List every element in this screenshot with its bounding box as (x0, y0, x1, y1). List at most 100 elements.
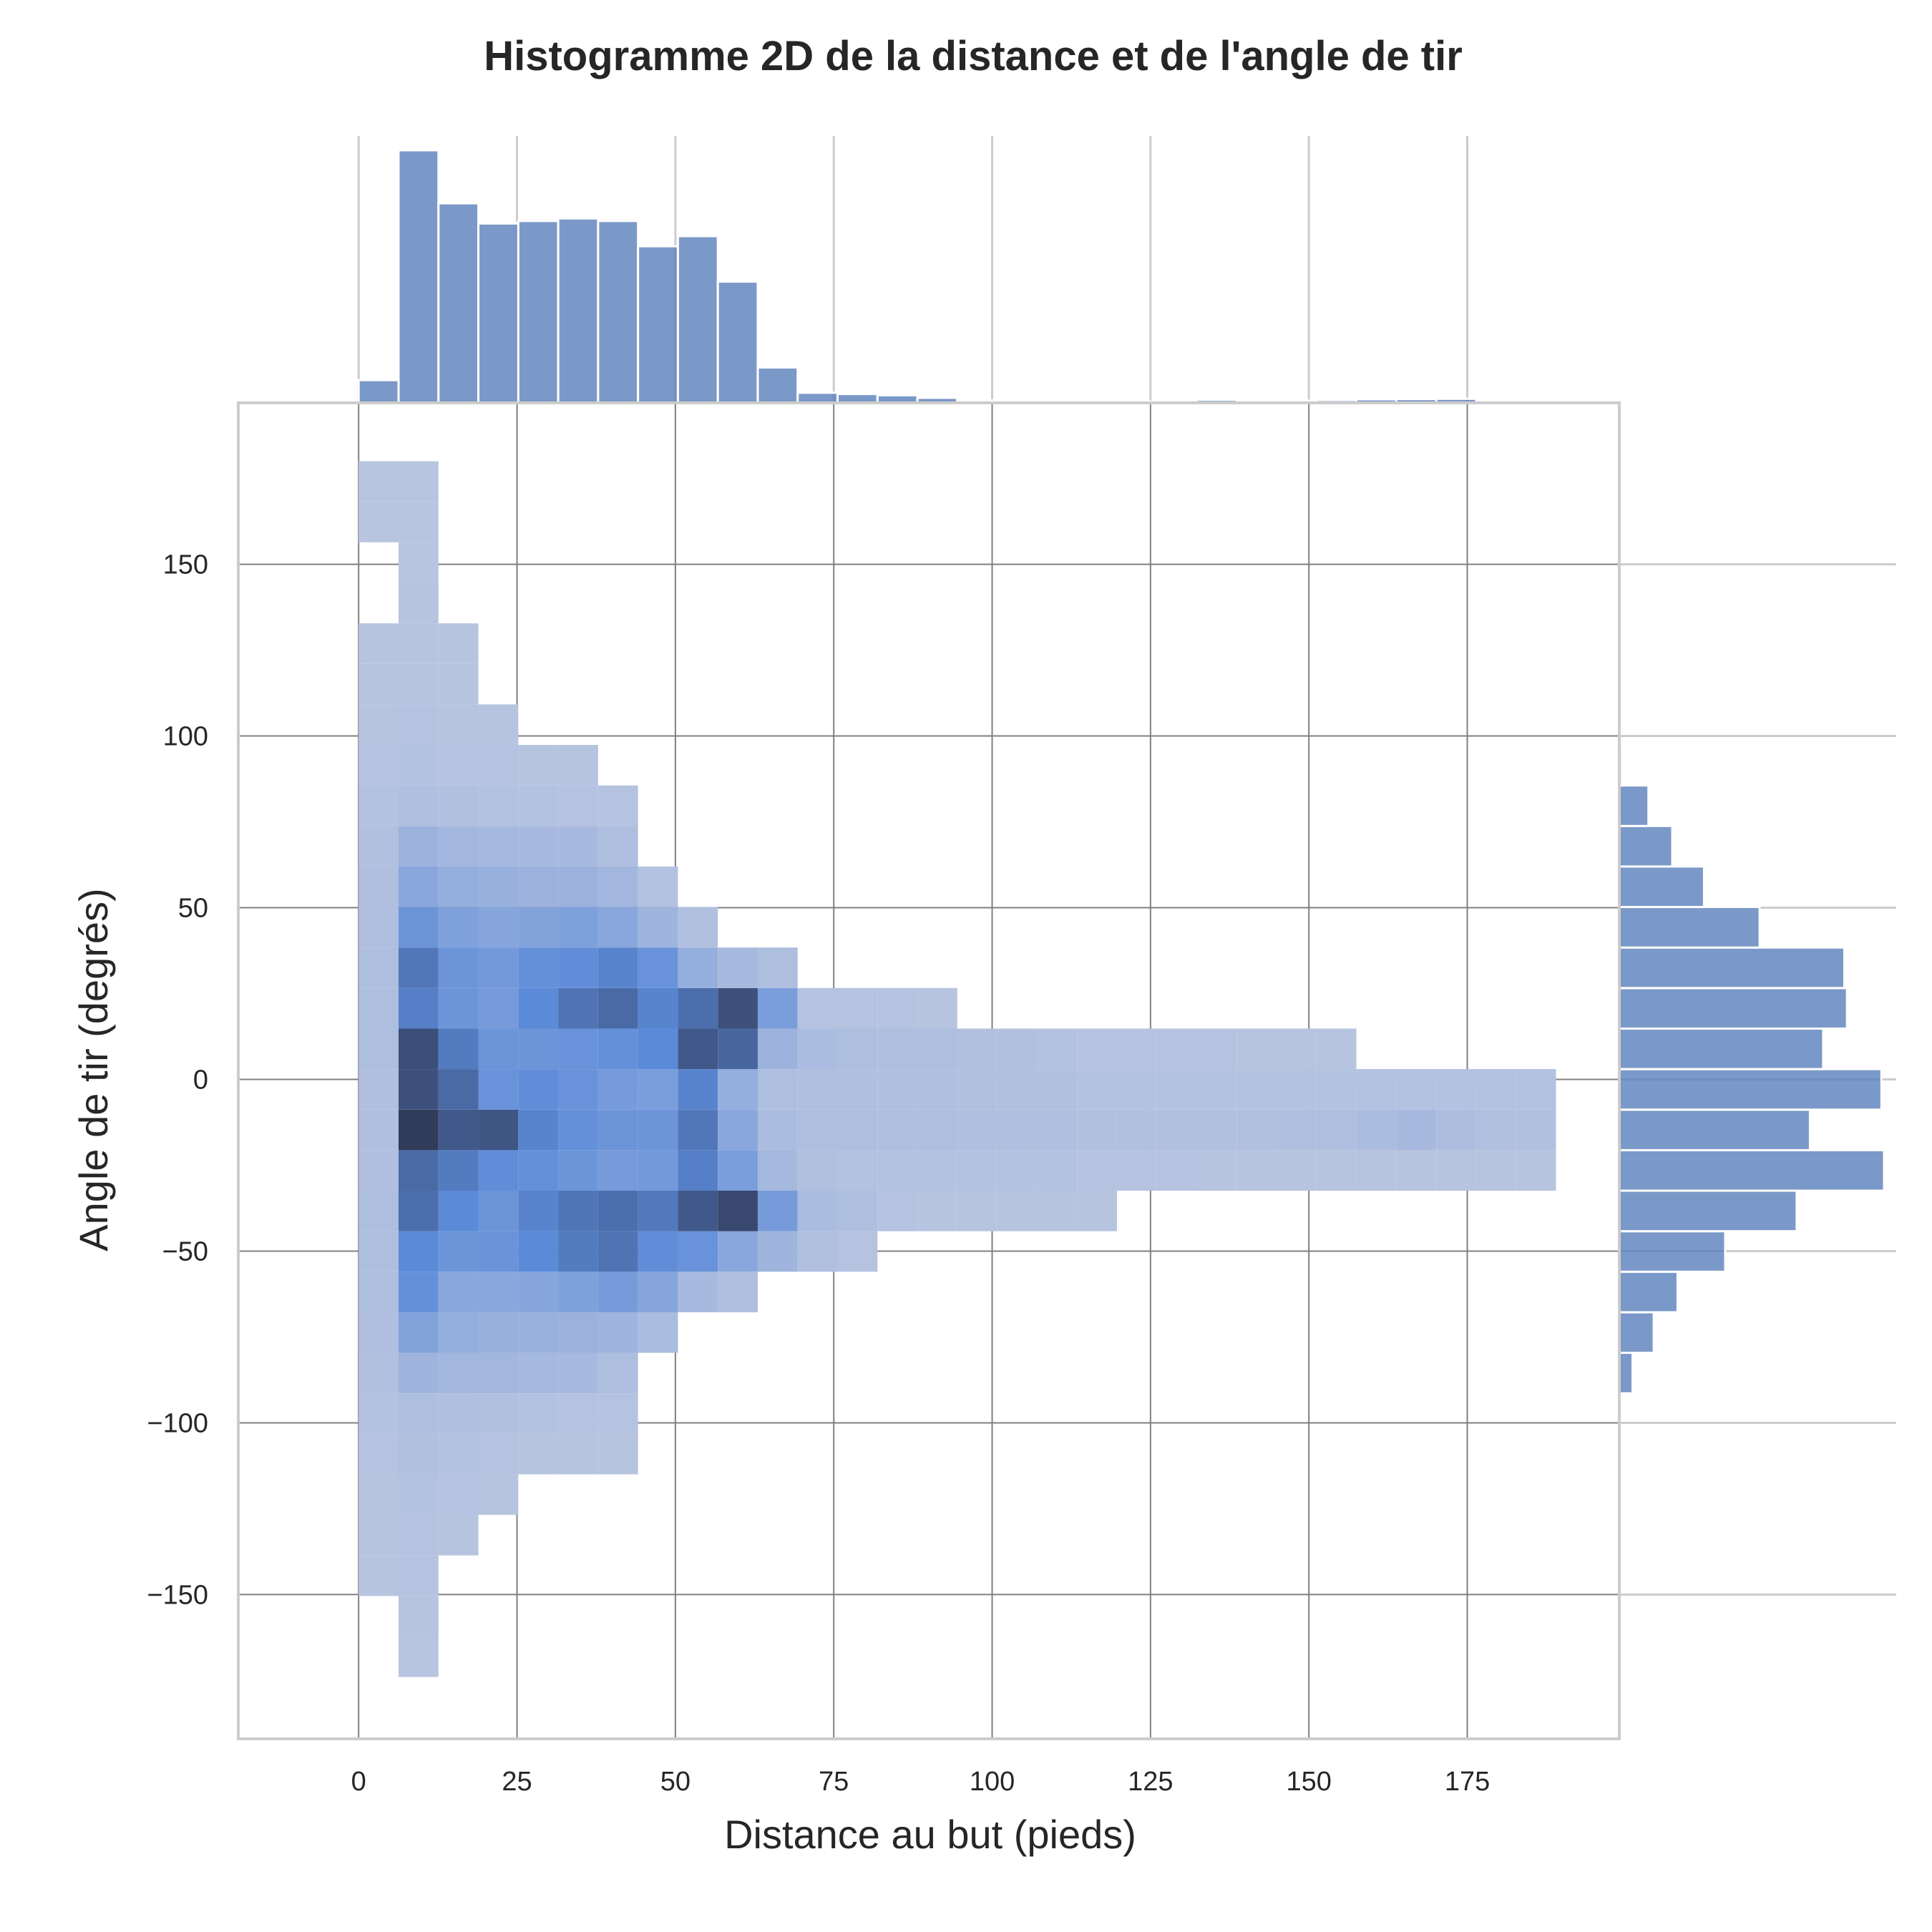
top-marginal-bar (676, 235, 719, 404)
heatmap-cell (757, 1028, 798, 1070)
heatmap-cell (757, 947, 798, 988)
heatmap-cell (438, 1150, 479, 1191)
heatmap-cell (398, 663, 439, 705)
heatmap-cell (1037, 1150, 1078, 1191)
heatmap-cell (678, 1150, 718, 1191)
heatmap-cell (638, 907, 678, 948)
heatmap-cell (518, 1312, 559, 1353)
right-marginal-bar (1618, 865, 1705, 909)
heatmap-cell (1316, 1150, 1357, 1191)
heatmap-cell (638, 1069, 678, 1110)
heatmap-cell (478, 1312, 519, 1353)
heatmap-cell (1277, 1109, 1317, 1151)
heatmap-cell (558, 947, 598, 988)
heatmap-cell (1196, 1028, 1237, 1070)
heatmap-cell (797, 1109, 838, 1151)
heatmap-cell (757, 987, 798, 1029)
x-tick-label: 0 (351, 1767, 366, 1797)
heatmap-cell (957, 1191, 997, 1231)
heatmap-cell (1037, 1069, 1078, 1110)
top-marginal-bar (557, 217, 600, 404)
heatmap-cell (438, 745, 479, 786)
heatmap-cell (718, 947, 758, 988)
right-marginal-bar (1618, 1352, 1634, 1395)
heatmap-cell (398, 542, 439, 583)
heatmap-cell (558, 1393, 598, 1434)
heatmap-cell (1196, 1150, 1237, 1191)
heatmap-cell (438, 866, 479, 907)
heatmap-cell (398, 1433, 439, 1475)
heatmap-cell (638, 1109, 678, 1151)
heatmap-cell (757, 1109, 798, 1151)
heatmap-cell (1436, 1069, 1476, 1110)
heatmap-cell (438, 1393, 479, 1434)
right-marginal-bar (1618, 1108, 1811, 1151)
heatmap-cell (558, 1028, 598, 1070)
top-marginal-bar (397, 149, 440, 404)
heatmap-cell (1116, 1028, 1157, 1070)
heatmap-cell (478, 745, 519, 786)
heatmap-cell (678, 1028, 718, 1070)
heatmap-cell (438, 907, 479, 948)
heatmap-cell (837, 1191, 878, 1231)
heatmap-cell (478, 785, 519, 826)
heatmap-cell (558, 826, 598, 867)
heatmap-cell (438, 1028, 479, 1070)
top-marginal-histogram (357, 149, 1478, 404)
heatmap-cell (518, 1393, 559, 1434)
heatmap-cell (478, 704, 519, 746)
heatmap-cell (518, 745, 559, 786)
heatmap-cell (877, 987, 918, 1029)
heatmap-cell (518, 1109, 559, 1151)
y-tick-label: 0 (193, 1065, 208, 1095)
heatmap-cell (997, 1028, 1038, 1070)
heatmap-cell (997, 1191, 1038, 1231)
top-marginal-bar (637, 245, 679, 404)
heatmap-cell (597, 1150, 638, 1191)
heatmap-cell (597, 826, 638, 867)
heatmap-cell (1277, 1069, 1317, 1110)
heatmap-cell (558, 907, 598, 948)
right-marginal-bar (1618, 824, 1674, 868)
heatmap-cell (917, 1028, 957, 1070)
heatmap-cell (358, 1150, 399, 1191)
heatmap-cell (438, 1515, 479, 1556)
heatmap-cell (1396, 1150, 1437, 1191)
heatmap-cell (597, 785, 638, 826)
heatmap-cell (1077, 1191, 1117, 1231)
heatmap-cell (1475, 1150, 1516, 1191)
heatmap-cell (678, 947, 718, 988)
heatmap-cell (797, 1069, 838, 1110)
heatmap-cell (757, 1191, 798, 1231)
heatmap-cell (398, 1231, 439, 1272)
heatmap-cell (558, 1150, 598, 1191)
heatmap-cell (398, 502, 439, 542)
heatmap-cell (1077, 1109, 1117, 1151)
heatmap-cell (678, 987, 718, 1029)
x-tick-label: 25 (502, 1767, 532, 1797)
heatmap-cell (638, 1312, 678, 1353)
x-tick-label: 50 (660, 1767, 691, 1797)
right-marginal-bar (1618, 906, 1761, 949)
heatmap-cell (797, 1150, 838, 1191)
heatmap-cell (957, 1028, 997, 1070)
heatmap-cell (917, 1191, 957, 1231)
heatmap-cell (1196, 1109, 1237, 1151)
right-marginal-histogram (1618, 743, 1885, 1395)
heatmap-cell (678, 1069, 718, 1110)
heatmap-cell (597, 1352, 638, 1394)
heatmap-cell (438, 826, 479, 867)
heatmap-cell (597, 866, 638, 907)
heatmap-cell (558, 1312, 598, 1353)
heatmap-cell (917, 987, 957, 1029)
x-axis-ticks: 0 25 50 75 100 125 150 175 (351, 1767, 1491, 1797)
heatmap-cell (358, 987, 399, 1029)
heatmap-cell (478, 1109, 519, 1151)
heatmap-cell (797, 1231, 838, 1272)
heatmap-cell (678, 907, 718, 948)
heatmap-cell (877, 1150, 918, 1191)
heatmap-cell (797, 987, 838, 1029)
heatmap-cell (438, 1109, 479, 1151)
x-tick-label: 125 (1128, 1767, 1173, 1797)
heatmap-cell (398, 1312, 439, 1353)
